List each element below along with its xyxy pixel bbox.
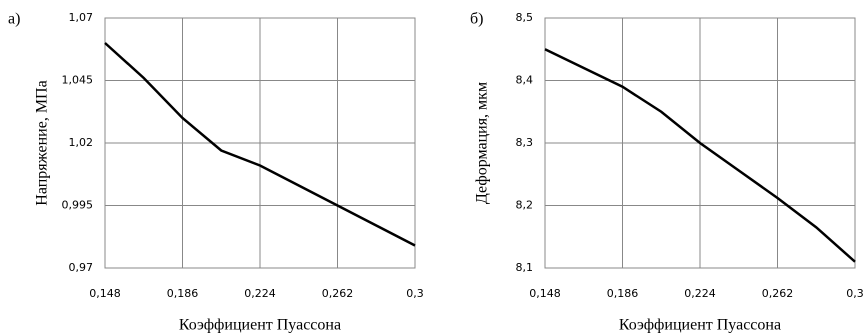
- y-tick-label: 0,995: [62, 199, 94, 212]
- y-tick-label: 8,5: [516, 11, 534, 24]
- y-tick-label: 8,1: [516, 261, 534, 274]
- panel-label: б): [470, 11, 483, 28]
- y-tick-label: 8,4: [516, 74, 534, 87]
- y-tick-label: 1,07: [69, 11, 94, 24]
- x-tick-label: 0,3: [846, 287, 864, 300]
- panel-label: а): [8, 11, 20, 28]
- x-tick-label: 0,224: [244, 287, 276, 300]
- y-tick-label: 8,2: [516, 199, 534, 212]
- line: [104, 42, 416, 247]
- x-tick-label: 0,262: [322, 287, 354, 300]
- y-tick-label: 8,3: [516, 136, 534, 149]
- x-axis-label: Коэффициент Пуассона: [619, 317, 781, 334]
- y-tick-label: 1,02: [69, 136, 94, 149]
- plot-frame: [544, 17, 856, 269]
- y-axis-label: Напряжение, МПа: [34, 80, 51, 205]
- x-tick-label: 0,186: [167, 287, 199, 300]
- x-tick-label: 0,262: [762, 287, 794, 300]
- x-tick-label: 0,148: [89, 287, 121, 300]
- x-tick-label: 0,186: [607, 287, 639, 300]
- x-tick-label: 0,3: [406, 287, 424, 300]
- y-tick-label: 0,97: [69, 261, 94, 274]
- line: [544, 48, 856, 263]
- y-axis-label: Деформация, мкм: [474, 82, 491, 204]
- x-tick-label: 0,224: [684, 287, 716, 300]
- x-tick-label: 0,148: [529, 287, 561, 300]
- plot-frame: [104, 17, 416, 269]
- y-tick-label: 1,045: [62, 74, 94, 87]
- x-axis-label: Коэффициент Пуассона: [179, 317, 341, 334]
